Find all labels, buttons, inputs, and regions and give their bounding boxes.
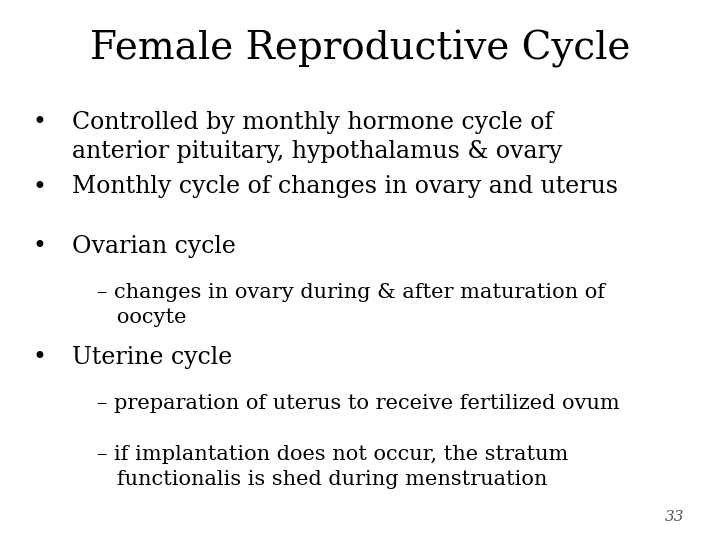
Text: – preparation of uterus to receive fertilized ovum: – preparation of uterus to receive ferti… bbox=[97, 394, 620, 413]
Text: •: • bbox=[32, 346, 47, 369]
Text: •: • bbox=[32, 235, 47, 258]
Text: Uterine cycle: Uterine cycle bbox=[72, 346, 233, 369]
Text: Monthly cycle of changes in ovary and uterus: Monthly cycle of changes in ovary and ut… bbox=[72, 176, 618, 199]
Text: Controlled by monthly hormone cycle of
anterior pituitary, hypothalamus & ovary: Controlled by monthly hormone cycle of a… bbox=[72, 111, 562, 163]
Text: Ovarian cycle: Ovarian cycle bbox=[72, 235, 236, 258]
Text: •: • bbox=[32, 111, 47, 134]
Text: 33: 33 bbox=[665, 510, 684, 524]
Text: •: • bbox=[32, 176, 47, 199]
Text: – changes in ovary during & after maturation of
   oocyte: – changes in ovary during & after matura… bbox=[97, 284, 606, 327]
Text: Female Reproductive Cycle: Female Reproductive Cycle bbox=[90, 30, 630, 68]
Text: – if implantation does not occur, the stratum
   functionalis is shed during men: – if implantation does not occur, the st… bbox=[97, 446, 569, 489]
